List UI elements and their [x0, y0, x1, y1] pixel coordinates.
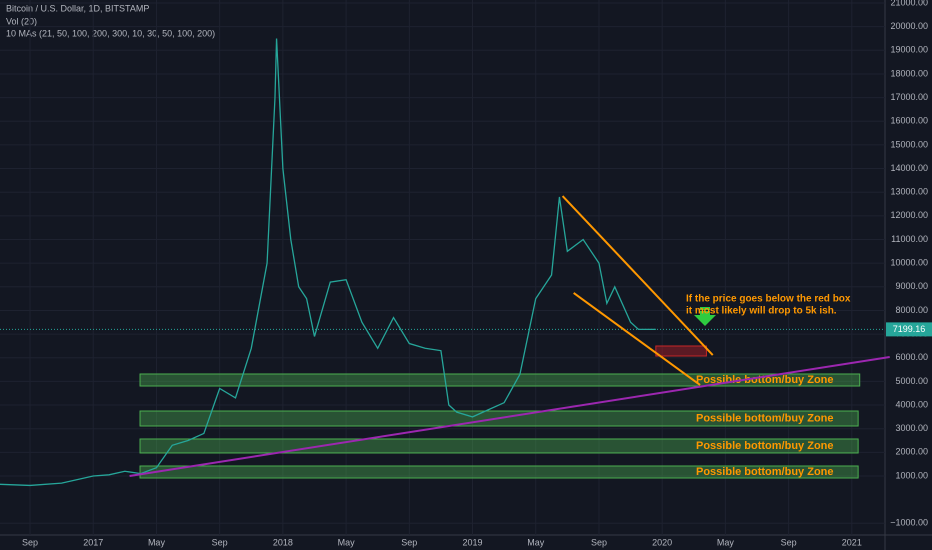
x-tick-label: 2021	[842, 537, 862, 547]
annotation: it most likely will drop to 5k ish.	[686, 306, 837, 317]
x-tick-label: May	[338, 537, 356, 547]
y-tick-label: 16000.00	[890, 116, 928, 126]
x-tick-label: Sep	[781, 537, 797, 547]
y-tick-label: 12000.00	[890, 210, 928, 220]
y-tick-label: 8000.00	[895, 305, 928, 315]
trendline	[561, 195, 714, 356]
y-tick-label: 1000.00	[895, 470, 928, 480]
zone-label: Possible bottom/buy Zone	[696, 412, 834, 424]
price-line	[0, 38, 656, 487]
x-tick-label: May	[527, 537, 545, 547]
buy-zone	[139, 373, 861, 387]
price-tag	[886, 322, 932, 337]
y-tick-label: 11000.00	[891, 234, 928, 244]
y-tick-label: 18000.00	[890, 68, 928, 78]
y-tick-label: 21000.00	[890, 0, 928, 7]
buy-zone	[139, 438, 859, 454]
red-box	[655, 345, 707, 357]
y-tick-label: 3000.00	[895, 423, 928, 433]
x-tick-label: 2020	[652, 537, 672, 547]
y-tick-label: 17000.00	[890, 92, 928, 102]
indicator: 10 MAs (21, 50, 100, 200, 300, 10, 30, 5…	[6, 28, 215, 38]
y-tick-label: 15000.00	[890, 139, 928, 149]
price-tag-label: 7199.16	[893, 324, 926, 334]
y-tick-label: −1000.00	[890, 518, 928, 528]
y-tick-label: 9000.00	[895, 281, 928, 291]
y-tick-label: 4000.00	[895, 399, 928, 409]
y-tick-label: 10000.00	[890, 258, 928, 268]
x-tick-label: May	[148, 537, 166, 547]
annotation: If the price goes below the red box	[686, 294, 851, 305]
zone-label: Possible bottom/buy Zone	[696, 440, 834, 452]
y-tick-label: 6000.00	[895, 352, 928, 362]
y-tick-label: 20000.00	[890, 21, 928, 31]
x-tick-label: 2017	[83, 537, 103, 547]
y-tick-label: 5000.00	[895, 376, 928, 386]
y-tick-label: 2000.00	[895, 447, 928, 457]
y-tick-label: 13000.00	[890, 187, 928, 197]
chart-title: Bitcoin / U.S. Dollar, 1D, BITSTAMP	[6, 3, 149, 13]
trendline	[129, 356, 890, 477]
y-tick-label: 14000.00	[890, 163, 928, 173]
x-tick-label: 2018	[273, 537, 293, 547]
indicator: Vol (20)	[6, 16, 37, 26]
arrow-icon	[694, 307, 716, 326]
zone-label: Possible bottom/buy Zone	[696, 466, 834, 478]
x-tick-label: Sep	[22, 537, 38, 547]
x-tick-label: Sep	[401, 537, 417, 547]
x-tick-label: Sep	[212, 537, 228, 547]
x-tick-label: Sep	[591, 537, 607, 547]
y-tick-label: 19000.00	[890, 45, 928, 55]
buy-zone	[139, 465, 859, 479]
trendline	[573, 292, 701, 386]
x-tick-label: 2019	[463, 537, 483, 547]
x-tick-label: May	[717, 537, 735, 547]
